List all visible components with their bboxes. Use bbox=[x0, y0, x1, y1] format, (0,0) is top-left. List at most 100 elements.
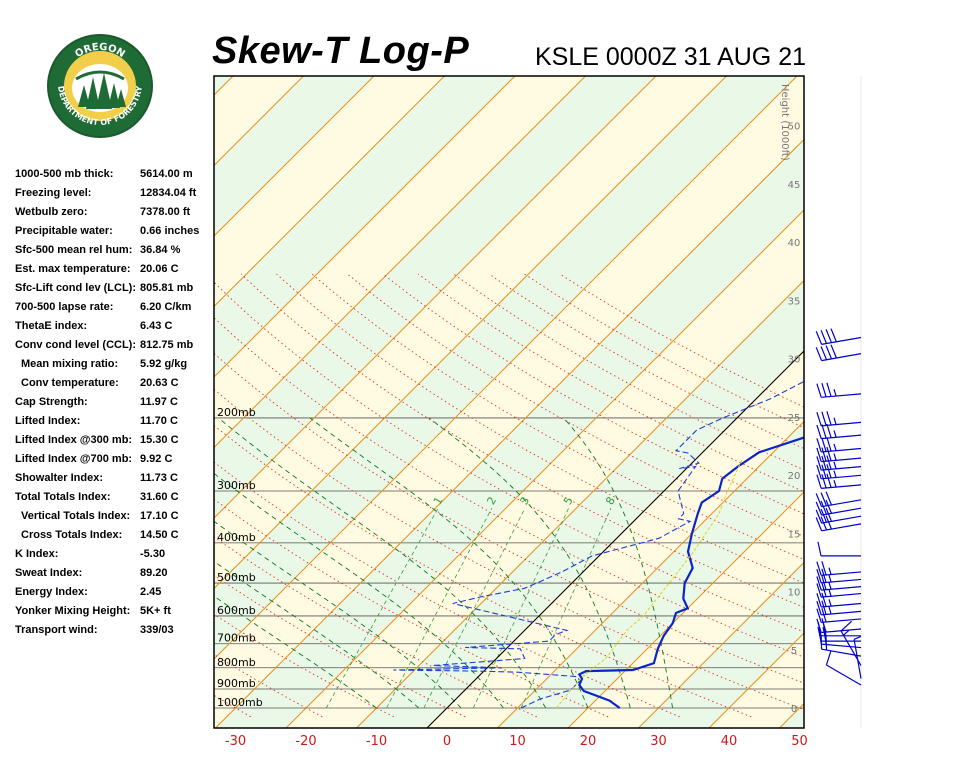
height-tick-label: 35 bbox=[788, 296, 801, 307]
wind-barb bbox=[816, 382, 862, 398]
pressure-label: 800mb bbox=[217, 656, 256, 669]
index-label: Freezing level: bbox=[15, 187, 92, 199]
x-tick-label: 20 bbox=[580, 734, 597, 749]
index-label: Transport wind: bbox=[15, 624, 98, 636]
index-value: 5K+ ft bbox=[140, 605, 171, 617]
index-label: Wetbulb zero: bbox=[15, 206, 88, 218]
pressure-label: 200mb bbox=[217, 406, 256, 419]
index-value: 11.70 C bbox=[140, 415, 178, 427]
index-value: 12834.04 ft bbox=[140, 187, 197, 199]
index-label: Conv cond level (CCL): bbox=[15, 339, 137, 351]
height-tick-label: 15 bbox=[788, 529, 801, 540]
index-label: Energy Index: bbox=[15, 586, 88, 598]
moist-adiabat bbox=[309, 417, 589, 709]
isotherm-line bbox=[215, 138, 804, 728]
index-value: 2.45 bbox=[140, 586, 162, 598]
moist-adiabats bbox=[214, 417, 674, 709]
index-value: 0.66 inches bbox=[140, 225, 200, 237]
wind-barb bbox=[840, 620, 862, 666]
series-dew-point-line bbox=[393, 380, 804, 709]
index-value: 31.60 C bbox=[140, 491, 179, 503]
isotherm-line bbox=[850, 76, 960, 728]
wind-barb bbox=[816, 608, 862, 623]
index-label: Conv temperature: bbox=[21, 377, 119, 389]
height-tick-label: 45 bbox=[788, 180, 801, 191]
index-label: 1000-500 mb thick: bbox=[15, 168, 114, 180]
wind-barb bbox=[825, 651, 862, 686]
index-value: 11.97 C bbox=[140, 396, 178, 408]
isotherm-line bbox=[214, 76, 586, 449]
wind-barb bbox=[815, 507, 862, 524]
pressure-label: 600mb bbox=[217, 604, 256, 617]
x-tick-label: 50 bbox=[791, 734, 808, 749]
height-tick-label: 50 bbox=[788, 122, 801, 133]
index-label: Yonker Mixing Height: bbox=[15, 605, 131, 617]
index-label: Lifted Index @700 mb: bbox=[15, 453, 133, 465]
dry-adiabat bbox=[214, 388, 804, 711]
index-label: Est. max temperature: bbox=[15, 263, 131, 275]
wind-barb bbox=[816, 600, 862, 616]
pressure-label: 700mb bbox=[217, 632, 256, 645]
wind-barb bbox=[816, 423, 862, 440]
dry-adiabat bbox=[214, 694, 252, 718]
height-axis-label: Height (1000ft) bbox=[779, 84, 790, 161]
index-value: -5.30 bbox=[140, 548, 166, 560]
moist-adiabat bbox=[218, 417, 547, 709]
index-label: Sfc-500 mean rel hum: bbox=[15, 244, 133, 256]
dry-adiabat bbox=[214, 498, 609, 718]
wind-barb bbox=[816, 464, 862, 480]
index-value: 339/03 bbox=[140, 624, 174, 636]
x-tick-label: 30 bbox=[650, 734, 667, 749]
index-label: Vertical Totals Index: bbox=[21, 510, 131, 522]
mixing-ratio-line bbox=[325, 507, 439, 709]
moist-adiabat bbox=[214, 520, 462, 709]
isotherm-line bbox=[285, 209, 804, 728]
index-value: 6.20 C/km bbox=[140, 301, 192, 313]
x-tick-label: -10 bbox=[366, 734, 387, 749]
pressure-label: 500mb bbox=[217, 571, 256, 584]
wind-barbs bbox=[815, 328, 862, 686]
wind-barb bbox=[816, 561, 862, 576]
isotherm-line bbox=[779, 702, 804, 728]
mixing-ratio-line bbox=[423, 508, 526, 709]
index-value: 6.43 C bbox=[140, 320, 173, 332]
wind-barb bbox=[816, 575, 862, 591]
wind-barb bbox=[815, 344, 862, 362]
isotherm-line bbox=[214, 76, 727, 590]
pressure-label: 1000mb bbox=[217, 696, 263, 709]
index-label: Precipitable water: bbox=[15, 225, 113, 237]
index-value: 20.63 C bbox=[140, 377, 179, 389]
plot-frame bbox=[213, 75, 805, 729]
index-label: Sweat Index: bbox=[15, 567, 83, 579]
index-label: 700-500 lapse rate: bbox=[15, 301, 114, 313]
index-value: 5614.00 m bbox=[140, 168, 193, 180]
wind-barb bbox=[815, 499, 862, 516]
height-tick-label: 10 bbox=[788, 588, 801, 599]
moist-adiabat bbox=[214, 560, 420, 709]
dry-adiabat bbox=[240, 273, 804, 608]
moist-adiabat bbox=[214, 472, 504, 709]
wind-barb bbox=[815, 491, 862, 508]
wind-barb bbox=[816, 446, 862, 463]
isotherm-line bbox=[214, 76, 798, 660]
pressure-label: 900mb bbox=[217, 677, 256, 690]
dry-adiabat bbox=[214, 613, 395, 718]
wind-barb bbox=[816, 455, 862, 471]
isotherm-line bbox=[0, 76, 163, 728]
isotherm-band bbox=[0, 76, 163, 728]
chart-title: Skew-T Log-P bbox=[212, 30, 470, 72]
dry-adiabat bbox=[0, 274, 179, 717]
mixing-ratio-line bbox=[386, 507, 493, 709]
wind-barb bbox=[816, 592, 862, 608]
index-value: 9.92 C bbox=[140, 453, 173, 465]
isotherm-band bbox=[850, 76, 960, 728]
pressure-label: 400mb bbox=[217, 531, 256, 544]
x-tick-label: 40 bbox=[721, 734, 738, 749]
height-tick-label: 25 bbox=[788, 413, 801, 424]
x-tick-label: -20 bbox=[295, 734, 316, 749]
wind-barb bbox=[815, 515, 862, 532]
isotherm-line bbox=[214, 76, 234, 96]
dry-adiabat bbox=[214, 352, 804, 684]
logo-top-text: OREGON bbox=[73, 42, 126, 60]
